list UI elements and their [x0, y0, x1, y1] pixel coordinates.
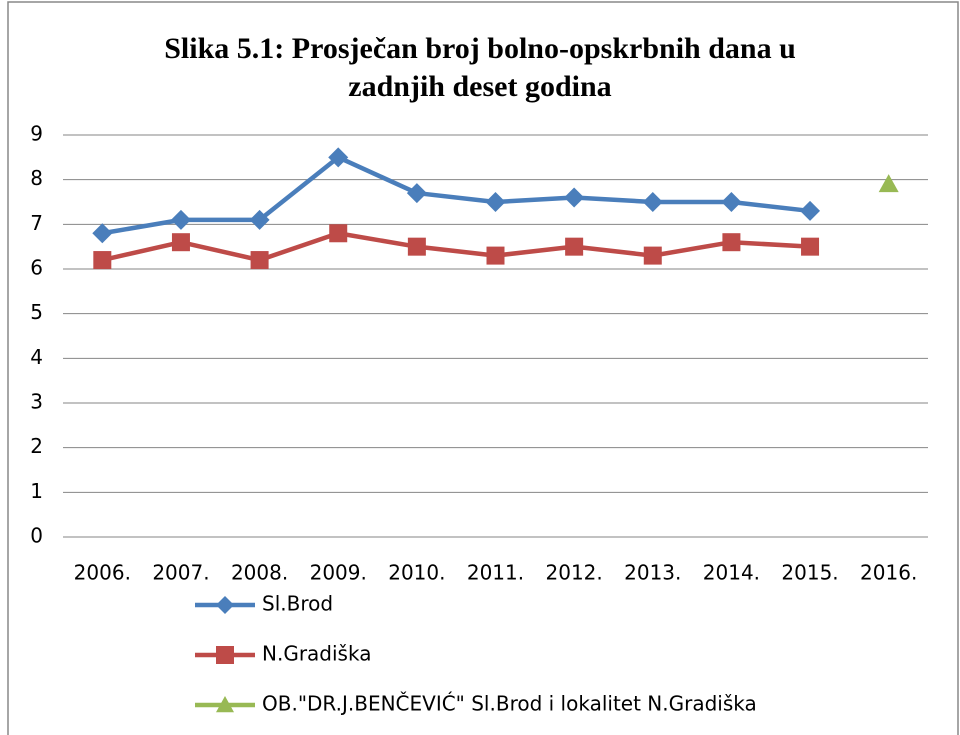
marker [722, 233, 741, 252]
y-tick-label: 2 [30, 434, 43, 458]
x-tick-label: 2008. [231, 561, 288, 585]
chart-title: Slika 5.1: Prosječan broj bolno-opskrbni… [164, 32, 796, 103]
x-tick-label: 2012. [546, 561, 603, 585]
marker [250, 251, 269, 270]
marker [92, 223, 113, 244]
marker [801, 237, 820, 256]
x-tick-label: 2006. [74, 561, 131, 585]
y-tick-label: 5 [30, 300, 43, 324]
marker [643, 246, 662, 265]
y-tick-label: 1 [30, 479, 43, 503]
y-tick-label: 4 [30, 345, 43, 369]
x-tick-label: 2015. [781, 561, 838, 585]
marker [564, 187, 585, 208]
chart-frame [7, 1, 959, 735]
y-tick-label: 0 [30, 524, 43, 548]
legend-label: OB."DR.J.BENČEVIĆ" Sl.Brod i lokalitet N… [262, 692, 757, 716]
y-tick-label: 8 [30, 166, 43, 190]
marker [721, 192, 742, 212]
series-line [101, 155, 811, 236]
y-tick-label: 7 [30, 211, 43, 235]
marker [565, 237, 584, 256]
x-tick-label: 2007. [152, 561, 209, 585]
x-tick-label: 2010. [388, 561, 445, 585]
marker [170, 209, 191, 230]
legend-marker [216, 596, 234, 614]
y-tick-label: 6 [30, 256, 43, 280]
legend-marker [216, 646, 234, 664]
marker [486, 246, 505, 265]
x-tick-label: 2009. [310, 561, 367, 585]
x-tick-label: 2013. [624, 561, 681, 585]
marker [329, 224, 348, 243]
marker [93, 251, 112, 270]
y-tick-label: 9 [30, 122, 43, 146]
marker [878, 174, 899, 193]
x-tick-label: 2016. [860, 561, 917, 585]
marker [800, 200, 821, 221]
marker [406, 183, 427, 204]
marker [328, 147, 349, 168]
marker [642, 192, 663, 212]
x-tick-label: 2011. [467, 561, 524, 585]
legend-label: Sl.Brod [262, 592, 333, 616]
marker [171, 233, 190, 252]
marker [407, 237, 426, 256]
x-tick-label: 2014. [703, 561, 760, 585]
marker [249, 209, 270, 230]
marker [485, 192, 506, 212]
legend-label: N.Gradiška [262, 642, 371, 666]
legend-marker [216, 696, 234, 713]
series-line [101, 231, 811, 263]
y-tick-label: 3 [30, 390, 43, 414]
